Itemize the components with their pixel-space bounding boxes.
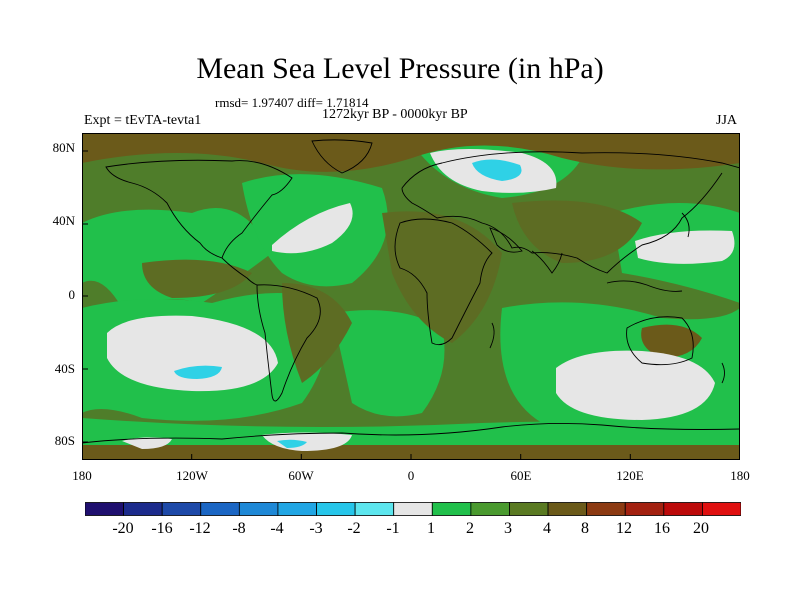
colorbar-swatch (85, 502, 124, 516)
colorbar-label: -1 (386, 520, 400, 537)
field-green-southern-belt (82, 418, 740, 445)
field-olive-asia (512, 200, 642, 263)
coast-madagascar (489, 322, 495, 349)
field-brown-arctic (82, 133, 740, 172)
lon-label-120w: 120W (176, 468, 208, 483)
season-label: JJA (716, 113, 738, 128)
field-white-antarctic-west (262, 432, 352, 451)
coast-africa (394, 218, 493, 346)
colorbar-label: 20 (693, 520, 709, 537)
coast-south-america (256, 284, 321, 402)
coast-north-america (105, 159, 293, 259)
field-white-north-atlantic (272, 203, 353, 254)
colorbar-swatch (123, 502, 163, 516)
colorbar-label: -20 (112, 520, 134, 537)
colorbar-label: -4 (270, 520, 284, 537)
lat-label-80n: 80N (52, 140, 75, 155)
colorbar-swatch (431, 502, 472, 516)
colorbar-swatch (238, 502, 279, 516)
colorbar-swatch (663, 502, 703, 516)
field-green-south-atlantic (332, 310, 445, 417)
colorbar-swatch (470, 502, 510, 516)
colorbar-label: -8 (232, 520, 246, 537)
colorbar-swatch (702, 502, 741, 516)
lat-label-80s: 80S (54, 433, 75, 448)
colorbar-swatch (354, 502, 395, 516)
field-cyan-south-pacific (174, 365, 222, 379)
field-brown-australia (641, 324, 702, 358)
coast-new-zealand (721, 362, 725, 384)
coastlines (82, 139, 740, 444)
colorbar-swatch (586, 502, 626, 516)
chart-title: Mean Sea Level Pressure (in hPa) (196, 52, 604, 85)
colorbar-swatch (161, 502, 202, 516)
colorbar (85, 502, 741, 516)
coast-greenland (311, 139, 373, 174)
coast-india (531, 250, 563, 274)
field-brown-antarctic (82, 445, 740, 460)
lat-label-40n: 40N (52, 213, 75, 228)
coast-eurasia (401, 151, 740, 274)
colorbar-swatch (624, 502, 665, 516)
colorbar-swatch (547, 502, 588, 516)
colorbar-label: 12 (616, 520, 632, 537)
colorbar-swatch (316, 502, 356, 516)
field-olive-equatorial-pacific (142, 259, 252, 298)
field-white-antarctic-far-west (122, 437, 172, 449)
coast-maritime-se-asia (606, 280, 683, 292)
colorbar-label: 1 (427, 520, 435, 537)
experiment-label: Expt = tEvTA-tevta1 (84, 113, 202, 128)
period-text: 1272kyr BP - 0000kyr BP (322, 107, 468, 122)
field-cyan-scandinavia (472, 159, 522, 181)
lon-label-180e: 180 (730, 468, 750, 483)
colorbar-label: 16 (654, 520, 670, 537)
lon-label-0: 0 (407, 468, 415, 483)
lat-ticks (82, 150, 88, 443)
colorbar-label: -16 (151, 520, 173, 537)
coast-australia (626, 316, 694, 366)
lon-label-120e: 120E (616, 468, 644, 483)
field-olive-africa (382, 211, 502, 343)
coast-arabia (489, 227, 523, 253)
pressure-map (82, 133, 740, 460)
colorbar-swatch (200, 502, 240, 516)
colorbar-label: -2 (347, 520, 361, 537)
field-cyan-antarctic (277, 439, 307, 448)
colorbar-label: -12 (189, 520, 211, 537)
coast-antarctica (82, 422, 740, 444)
colorbar-swatch (277, 502, 317, 516)
field-white-south-indian (556, 350, 715, 420)
lon-label-60e: 60E (510, 468, 532, 483)
lat-label-0: 0 (68, 287, 76, 302)
colorbar-swatch (509, 502, 549, 516)
pressure-field (82, 133, 740, 460)
coast-japan (681, 212, 690, 238)
colorbar-label: 4 (543, 520, 551, 537)
colorbar-label: 2 (466, 520, 474, 537)
stats-text: rmsd= 1.97407 diff= 1.71814 (215, 95, 369, 110)
field-white-south-pacific (107, 315, 278, 392)
colorbar-label: 3 (504, 520, 512, 537)
lon-label-60w: 60W (288, 468, 314, 483)
colorbar-swatch (393, 502, 433, 516)
field-olive-south-america (282, 283, 352, 383)
lat-label-40s: 40S (54, 361, 75, 376)
lon-label-180w: 180 (72, 468, 92, 483)
colorbar-label: -3 (309, 520, 323, 537)
colorbar-label: 8 (581, 520, 589, 537)
lon-ticks (82, 454, 740, 460)
coast-central-america (221, 257, 258, 286)
